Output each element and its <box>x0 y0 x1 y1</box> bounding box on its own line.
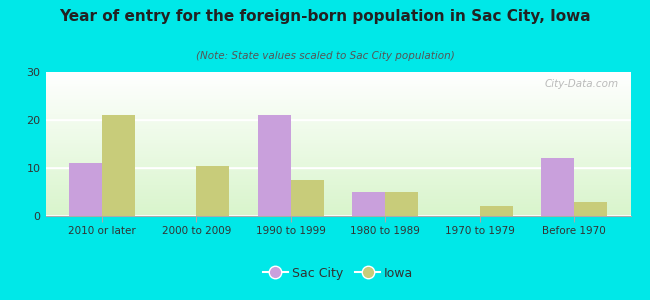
Legend: Sac City, Iowa: Sac City, Iowa <box>258 262 418 285</box>
Bar <box>69 163 102 216</box>
Text: Year of entry for the foreign-born population in Sac City, Iowa: Year of entry for the foreign-born popul… <box>59 9 591 24</box>
Bar <box>574 202 607 216</box>
Bar <box>102 115 135 216</box>
Bar <box>541 158 574 216</box>
Bar <box>258 115 291 216</box>
Bar <box>385 192 418 216</box>
Bar <box>352 192 385 216</box>
Bar <box>480 206 513 216</box>
Bar <box>291 180 324 216</box>
Text: (Note: State values scaled to Sac City population): (Note: State values scaled to Sac City p… <box>196 51 454 61</box>
Text: City-Data.com: City-Data.com <box>545 79 619 89</box>
Bar <box>196 166 229 216</box>
